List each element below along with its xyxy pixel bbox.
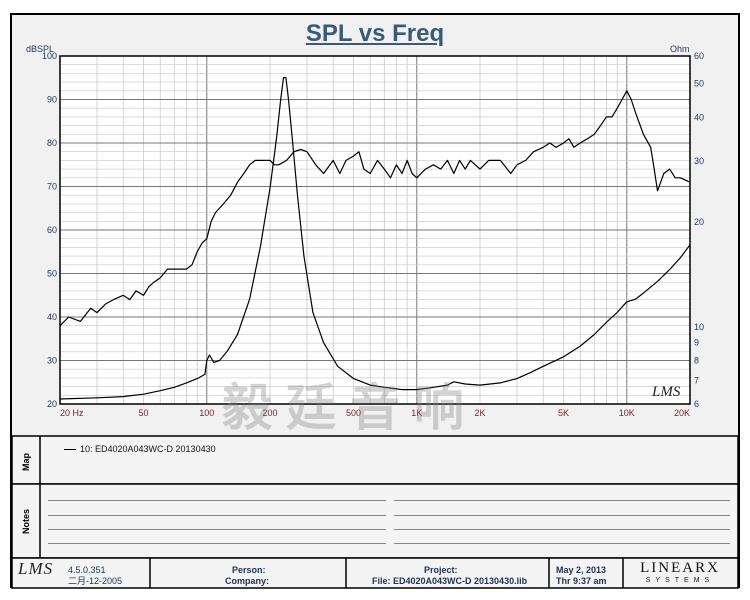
report-time: Thr 9:37 am bbox=[556, 576, 607, 586]
left-tick-label: 70 bbox=[47, 182, 57, 192]
notes-line bbox=[394, 529, 730, 530]
left-tick-label: 100 bbox=[42, 51, 57, 61]
right-axis-label: Ohm bbox=[670, 44, 690, 54]
legend-line-swatch bbox=[64, 449, 76, 451]
x-tick-label: 2K bbox=[474, 408, 485, 418]
spl-series-line bbox=[59, 90, 691, 327]
left-axis-label: dBSPL bbox=[26, 44, 54, 54]
left-tick-label: 30 bbox=[47, 356, 57, 366]
impedance-series-line bbox=[59, 77, 691, 400]
software-version-date: 二月-12-2005 bbox=[68, 576, 123, 586]
map-section-label: Map bbox=[21, 453, 31, 471]
x-tick-label: 200 bbox=[262, 408, 277, 418]
x-tick-label: 500 bbox=[346, 408, 361, 418]
right-tick-label: 60 bbox=[694, 51, 704, 61]
notes-line bbox=[48, 515, 386, 516]
notes-line bbox=[48, 500, 386, 501]
right-tick-label: 7 bbox=[694, 376, 699, 386]
file-field: File: ED4020A043WC-D 20130430.lib bbox=[372, 576, 528, 586]
notes-box bbox=[11, 483, 739, 559]
x-tick-label: 50 bbox=[139, 408, 149, 418]
left-tick-label: 50 bbox=[47, 269, 57, 279]
left-tick-label: 90 bbox=[47, 95, 57, 105]
notes-line bbox=[48, 543, 386, 544]
software-version: 4.5.0.351 bbox=[68, 565, 106, 575]
linearx-brand: LINEARX bbox=[640, 560, 720, 576]
person-field: Person: bbox=[232, 565, 266, 575]
x-tick-label: 100 bbox=[199, 408, 214, 418]
right-tick-label: 9 bbox=[694, 338, 699, 348]
project-field: Project: bbox=[424, 565, 458, 575]
notes-line bbox=[394, 500, 730, 501]
chart-title: SPL vs Freq bbox=[305, 20, 445, 47]
notes-section-label: Notes bbox=[21, 508, 31, 534]
linearx-logo: LINEARX SYSTEMS bbox=[626, 560, 734, 584]
linearx-systems: SYSTEMS bbox=[645, 577, 715, 584]
left-tick-label: 40 bbox=[47, 312, 57, 322]
map-box bbox=[11, 435, 739, 485]
left-tick-label: 80 bbox=[47, 138, 57, 148]
notes-line bbox=[394, 515, 730, 516]
x-tick-label: 5K bbox=[558, 408, 569, 418]
right-tick-label: 6 bbox=[694, 399, 699, 409]
notes-line bbox=[48, 529, 386, 530]
legend-entry-text: 10: ED4020A043WC-D 20130430 bbox=[80, 444, 216, 454]
notes-line bbox=[394, 543, 730, 544]
footer-box bbox=[11, 557, 739, 589]
plot-border bbox=[59, 55, 691, 405]
right-tick-label: 20 bbox=[694, 217, 704, 227]
right-tick-label: 50 bbox=[694, 79, 704, 89]
right-tick-label: 40 bbox=[694, 112, 704, 122]
watermark-text: 毅廷音响 bbox=[222, 378, 478, 437]
right-tick-label: 30 bbox=[694, 156, 704, 166]
left-tick-label: 20 bbox=[47, 399, 57, 409]
x-tick-label: 10K bbox=[619, 408, 635, 418]
map-legend-entry: 10: ED4020A043WC-D 20130430 bbox=[64, 444, 216, 454]
right-tick-label: 10 bbox=[694, 322, 704, 332]
left-tick-label: 60 bbox=[47, 225, 57, 235]
x-tick-label: 20 Hz bbox=[60, 408, 84, 418]
report-date: May 2, 2013 bbox=[556, 565, 607, 575]
lms-logo: LMS bbox=[18, 559, 54, 578]
right-tick-label: 8 bbox=[694, 356, 699, 366]
company-field: Company: bbox=[225, 576, 270, 586]
x-tick-label: 20K bbox=[674, 408, 690, 418]
plot-lms-logo: LMS bbox=[651, 384, 681, 400]
x-tick-label: 1K bbox=[411, 408, 422, 418]
